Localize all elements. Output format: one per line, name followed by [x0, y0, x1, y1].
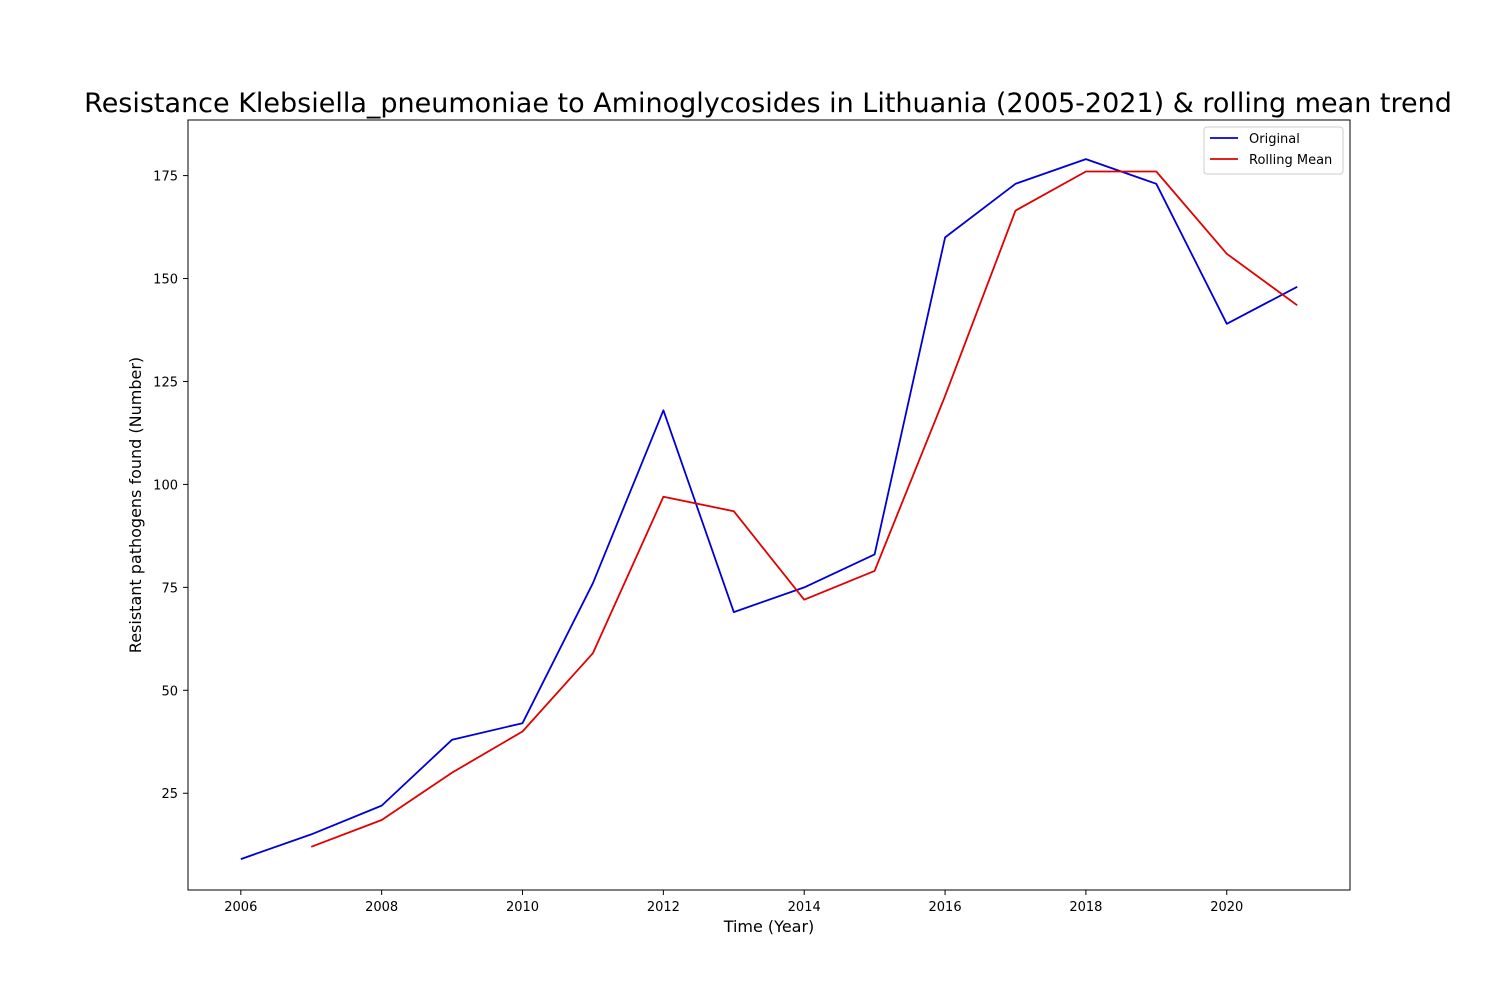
plot-frame — [187, 119, 1351, 891]
rolling-mean-series-line — [310, 170, 1298, 848]
x-tick-label: 2012 — [647, 900, 680, 915]
y-axis-label: Resistant pathogens found (Number) — [126, 357, 145, 653]
y-axis-ticks: 25 50 75 100 125 150 175 — [153, 170, 188, 802]
x-axis-label: Time (Year) — [723, 917, 815, 936]
x-axis-ticks: 2006 2008 2010 2012 2014 2016 2018 2020 — [224, 890, 1243, 915]
plot-area — [187, 119, 1351, 891]
x-tick-label: 2008 — [365, 900, 398, 915]
x-tick-label: 2018 — [1069, 900, 1102, 915]
x-tick-label: 2016 — [929, 900, 962, 915]
x-tick-label: 2014 — [788, 900, 821, 915]
legend-box — [1203, 126, 1344, 175]
y-tick-label: 150 — [153, 273, 178, 288]
chart-title: Resistance Klebsiella_pneumoniae to Amin… — [84, 88, 1452, 119]
series-layer — [240, 158, 1298, 860]
x-tick-label: 2020 — [1210, 900, 1243, 915]
y-tick-label: 75 — [161, 581, 178, 596]
y-tick-label: 50 — [161, 684, 178, 699]
legend-label: Original — [1249, 132, 1300, 147]
y-tick-label: 25 — [161, 787, 178, 802]
legend: Original Rolling Mean — [1203, 126, 1344, 175]
x-tick-label: 2010 — [506, 900, 539, 915]
y-tick-label: 100 — [153, 478, 178, 493]
legend-label: Rolling Mean — [1249, 153, 1332, 168]
x-tick-label: 2006 — [224, 900, 257, 915]
y-tick-label: 175 — [153, 170, 178, 185]
y-tick-label: 125 — [153, 375, 178, 390]
